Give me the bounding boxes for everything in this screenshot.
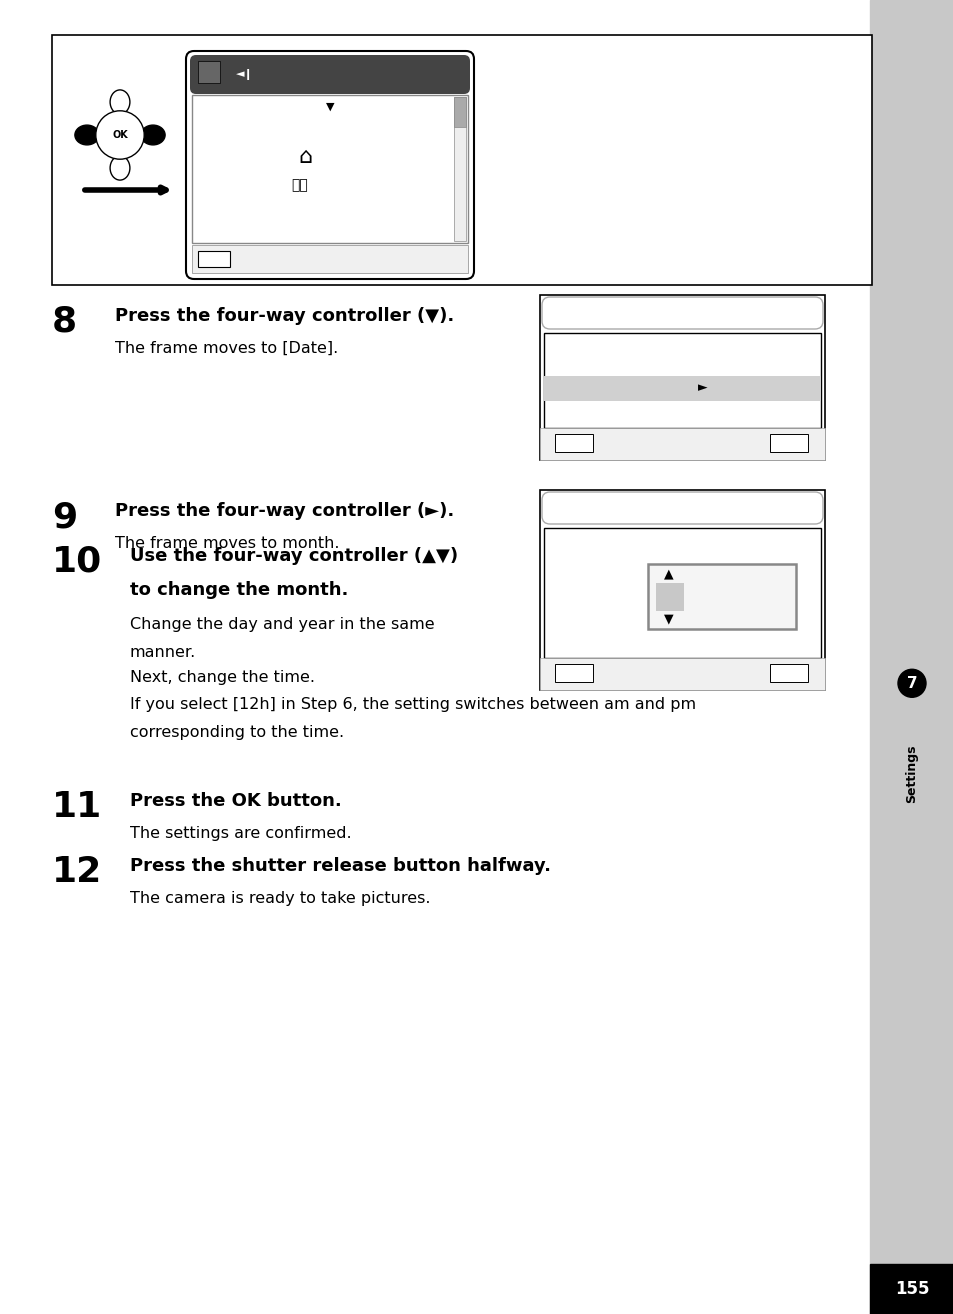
Text: The frame moves to [Date].: The frame moves to [Date].: [115, 342, 338, 356]
Text: to change the month.: to change the month.: [130, 581, 348, 599]
Bar: [555, 664, 593, 682]
Text: 8: 8: [52, 305, 77, 339]
Text: ▼: ▼: [325, 102, 334, 112]
FancyBboxPatch shape: [541, 297, 822, 328]
Text: Press the OK button.: Press the OK button.: [130, 792, 341, 809]
Bar: [198, 251, 230, 267]
Bar: [539, 490, 824, 690]
Text: corresponding to the time.: corresponding to the time.: [130, 725, 344, 740]
Bar: [555, 434, 593, 452]
Text: Press the four-way controller (►).: Press the four-way controller (►).: [115, 502, 454, 520]
Text: 言語: 言語: [292, 179, 308, 192]
Text: manner.: manner.: [130, 645, 196, 660]
Text: ►: ►: [697, 381, 706, 394]
Ellipse shape: [141, 125, 165, 145]
Text: Use the four-way controller (▲▼): Use the four-way controller (▲▼): [130, 547, 457, 565]
FancyBboxPatch shape: [186, 51, 474, 279]
Text: Settings: Settings: [904, 744, 918, 803]
Text: OK: OK: [112, 130, 128, 141]
FancyBboxPatch shape: [541, 491, 822, 524]
Bar: [539, 658, 824, 690]
Text: If you select [12h] in Step 6, the setting switches between am and pm: If you select [12h] in Step 6, the setti…: [130, 696, 696, 712]
Bar: [52, 35, 871, 285]
Bar: [192, 95, 468, 243]
Bar: [769, 434, 807, 452]
Bar: [539, 428, 824, 460]
Bar: [454, 97, 465, 240]
Bar: [192, 244, 468, 273]
Text: 11: 11: [52, 790, 102, 824]
Bar: [539, 296, 824, 460]
Bar: [543, 332, 821, 428]
Text: The frame moves to month.: The frame moves to month.: [115, 536, 339, 551]
Text: ⌂: ⌂: [297, 147, 312, 167]
Bar: [543, 376, 821, 401]
Bar: [869, 1264, 953, 1314]
Bar: [543, 528, 821, 658]
Text: 12: 12: [52, 855, 102, 890]
Ellipse shape: [110, 89, 130, 114]
Bar: [648, 565, 796, 629]
Text: ▲: ▲: [662, 568, 673, 581]
Text: ◄❙: ◄❙: [235, 70, 253, 80]
Bar: [869, 0, 953, 1314]
Text: Press the four-way controller (▼).: Press the four-way controller (▼).: [115, 307, 454, 325]
Bar: [656, 583, 683, 611]
Text: 9: 9: [52, 501, 77, 533]
Bar: [454, 97, 465, 127]
Text: The settings are confirmed.: The settings are confirmed.: [130, 827, 352, 841]
Text: The camera is ready to take pictures.: The camera is ready to take pictures.: [130, 891, 430, 905]
Text: 10: 10: [52, 545, 102, 579]
Circle shape: [95, 110, 144, 159]
Text: Press the shutter release button halfway.: Press the shutter release button halfway…: [130, 857, 551, 875]
Bar: [769, 664, 807, 682]
Circle shape: [897, 669, 925, 698]
Text: Change the day and year in the same: Change the day and year in the same: [130, 618, 435, 632]
Ellipse shape: [110, 156, 130, 180]
Text: Next, change the time.: Next, change the time.: [130, 670, 314, 685]
FancyBboxPatch shape: [190, 55, 470, 95]
Text: ▼: ▼: [662, 612, 673, 625]
Bar: [198, 60, 220, 83]
Ellipse shape: [75, 125, 99, 145]
Text: 155: 155: [894, 1280, 928, 1298]
Text: 7: 7: [905, 675, 917, 691]
